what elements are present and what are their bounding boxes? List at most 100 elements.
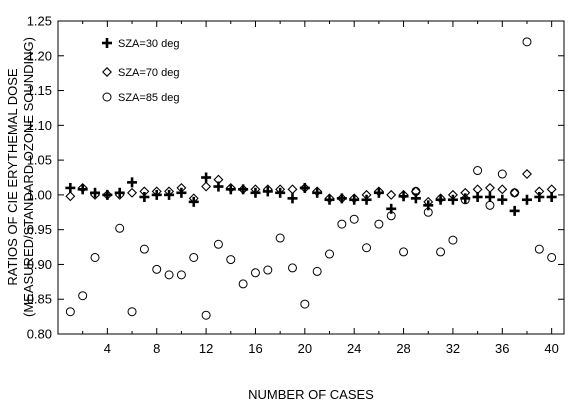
data-point-plus bbox=[238, 184, 249, 195]
data-point-circle bbox=[275, 233, 285, 243]
data-point-diamond bbox=[65, 191, 76, 202]
data-point-plus bbox=[472, 191, 483, 202]
data-point-circle bbox=[448, 235, 458, 245]
data-point-plus bbox=[164, 189, 175, 200]
data-point-plus bbox=[151, 189, 162, 200]
series-diamond bbox=[65, 169, 557, 207]
y-axis-title-line-2: (MEASURED/STANDARD OZONE SOUNDING) bbox=[21, 37, 36, 317]
data-point-plus bbox=[521, 194, 532, 205]
data-point-circle bbox=[226, 255, 236, 265]
data-point-circle bbox=[213, 239, 223, 249]
data-point-circle bbox=[349, 214, 359, 224]
y-tick-label: 0.85 bbox=[27, 292, 52, 307]
x-tick-label: 8 bbox=[153, 341, 160, 356]
data-point-plus bbox=[336, 193, 347, 204]
y-tick-label: 1.00 bbox=[27, 187, 52, 202]
data-point-circle bbox=[534, 244, 544, 254]
data-point-circle bbox=[263, 265, 273, 275]
data-point-circle bbox=[547, 252, 557, 262]
y-tick-label: 1.15 bbox=[27, 83, 52, 98]
data-point-plus bbox=[546, 191, 557, 202]
data-point-plus bbox=[447, 194, 458, 205]
y-tick-label: 1.25 bbox=[27, 14, 52, 29]
data-point-plus bbox=[250, 187, 261, 198]
data-point-circle bbox=[473, 166, 483, 176]
y-tick-label: 0.95 bbox=[27, 222, 52, 237]
data-point-circle bbox=[362, 243, 372, 253]
plot-frame bbox=[57, 20, 565, 335]
data-point-plus bbox=[90, 187, 101, 198]
data-point-circle bbox=[399, 247, 409, 257]
data-point-plus bbox=[299, 182, 310, 193]
data-point-circle bbox=[201, 310, 211, 320]
data-point-plus bbox=[324, 194, 335, 205]
y-tick-label: 1.20 bbox=[27, 48, 52, 63]
data-point-plus bbox=[534, 191, 545, 202]
x-axis: 4 8 12 16 20 24 28 32 36 40 bbox=[82, 21, 559, 356]
y-tick-label: 0.80 bbox=[27, 327, 52, 342]
data-point-plus bbox=[287, 193, 298, 204]
legend-label: SZA=30 deg bbox=[118, 38, 179, 50]
data-point-plus bbox=[127, 177, 138, 188]
data-point-circle bbox=[250, 268, 260, 278]
data-point-plus bbox=[373, 187, 384, 198]
x-tick-label: 12 bbox=[199, 341, 213, 356]
data-point-plus bbox=[484, 191, 495, 202]
data-point-diamond bbox=[497, 184, 508, 195]
data-point-plus bbox=[102, 189, 113, 200]
data-point-circle bbox=[78, 291, 88, 301]
data-point-plus bbox=[312, 187, 323, 198]
y-tick-label: 1.10 bbox=[27, 118, 52, 133]
x-tick-label: 28 bbox=[396, 341, 410, 356]
legend-marker-diamond bbox=[102, 67, 112, 77]
data-point-diamond bbox=[287, 184, 298, 195]
data-point-circle bbox=[65, 307, 75, 317]
x-tick-label: 4 bbox=[104, 341, 111, 356]
legend-label: SZA=85 deg bbox=[118, 92, 179, 104]
data-point-circle bbox=[374, 219, 384, 229]
legend-marker-plus bbox=[102, 38, 112, 48]
x-tick-label: 40 bbox=[544, 341, 558, 356]
data-point-circle bbox=[485, 200, 495, 210]
data-point-plus bbox=[398, 191, 409, 202]
data-point-plus bbox=[509, 205, 520, 216]
data-point-plus bbox=[213, 181, 224, 192]
data-points bbox=[65, 37, 557, 320]
x-tick-label: 32 bbox=[446, 341, 460, 356]
data-point-plus bbox=[225, 184, 236, 195]
data-point-plus bbox=[262, 186, 273, 197]
data-point-plus bbox=[497, 194, 508, 205]
data-point-diamond bbox=[127, 187, 138, 198]
data-point-circle bbox=[287, 263, 297, 273]
data-point-plus bbox=[410, 193, 421, 204]
x-tick-label: 24 bbox=[347, 341, 361, 356]
data-point-diamond bbox=[521, 169, 532, 180]
data-point-plus bbox=[176, 187, 187, 198]
data-point-circle bbox=[139, 244, 149, 254]
y-tick-label: 0.90 bbox=[27, 257, 52, 272]
data-point-plus bbox=[460, 193, 471, 204]
legend-marker-circle bbox=[102, 92, 112, 102]
data-point-circle bbox=[152, 264, 162, 274]
data-point-plus bbox=[65, 182, 76, 193]
data-point-plus bbox=[349, 194, 360, 205]
data-point-circle bbox=[189, 252, 199, 262]
x-tick-label: 20 bbox=[298, 341, 312, 356]
data-point-plus bbox=[77, 184, 88, 195]
data-point-plus bbox=[139, 191, 150, 202]
data-point-circle bbox=[325, 249, 335, 259]
y-axis: 0.80 0.85 0.90 0.95 1.00 1.05 1.10 1.15 1.20 1.25 bbox=[27, 14, 564, 342]
data-point-plus bbox=[361, 194, 372, 205]
y-tick-label: 1.05 bbox=[27, 153, 52, 168]
x-tick-label: 36 bbox=[495, 341, 509, 356]
data-point-diamond bbox=[509, 187, 520, 198]
y-axis-title-line-1: RATIOS OF CIE ERYTHEMAL DOSE bbox=[5, 68, 20, 286]
data-point-plus bbox=[423, 200, 434, 211]
data-point-plus bbox=[188, 196, 199, 207]
data-point-circle bbox=[127, 307, 137, 317]
data-point-plus bbox=[435, 194, 446, 205]
series-plus bbox=[65, 172, 557, 216]
data-point-plus bbox=[386, 203, 397, 214]
x-axis-title: NUMBER OF CASES bbox=[248, 387, 374, 402]
